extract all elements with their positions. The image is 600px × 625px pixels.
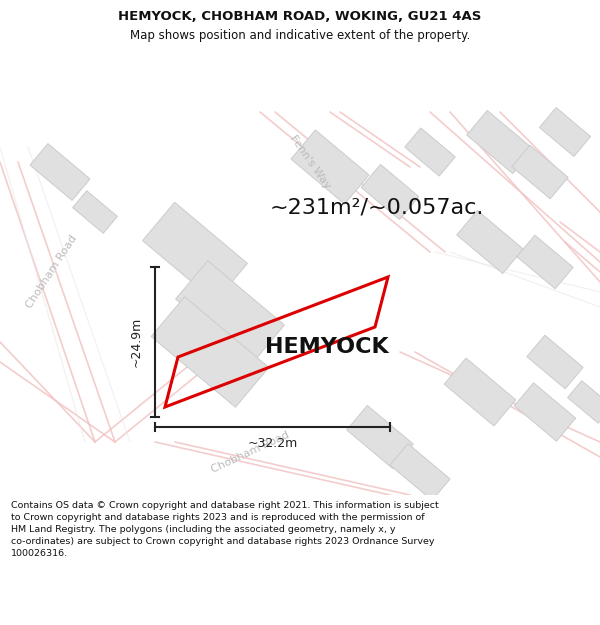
Polygon shape [347, 406, 413, 469]
Text: Chobham Road: Chobham Road [25, 234, 79, 311]
Polygon shape [517, 235, 573, 289]
Text: Contains OS data © Crown copyright and database right 2021. This information is : Contains OS data © Crown copyright and d… [11, 501, 439, 558]
Text: HEMYOCK, CHOBHAM ROAD, WOKING, GU21 4AS: HEMYOCK, CHOBHAM ROAD, WOKING, GU21 4AS [118, 11, 482, 23]
Polygon shape [30, 144, 90, 201]
Polygon shape [568, 381, 600, 423]
Polygon shape [457, 211, 523, 274]
Text: ~32.2m: ~32.2m [247, 437, 298, 450]
Text: Map shows position and indicative extent of the property.: Map shows position and indicative extent… [130, 29, 470, 42]
Polygon shape [514, 383, 576, 441]
Text: Fenn's Way: Fenn's Way [288, 133, 332, 191]
Text: ~231m²/~0.057ac.: ~231m²/~0.057ac. [270, 197, 484, 217]
Polygon shape [539, 107, 590, 156]
Polygon shape [390, 444, 450, 501]
Text: Chobham Road: Chobham Road [209, 429, 290, 474]
Polygon shape [73, 191, 118, 233]
Text: ~24.9m: ~24.9m [130, 317, 143, 367]
Polygon shape [143, 202, 247, 302]
Polygon shape [291, 130, 369, 204]
Polygon shape [527, 335, 583, 389]
Polygon shape [444, 358, 516, 426]
Polygon shape [405, 128, 455, 176]
Text: HEMYOCK: HEMYOCK [265, 337, 388, 357]
Polygon shape [176, 261, 284, 363]
Polygon shape [151, 297, 269, 408]
Polygon shape [361, 164, 419, 219]
Polygon shape [467, 111, 533, 174]
Polygon shape [512, 145, 568, 199]
